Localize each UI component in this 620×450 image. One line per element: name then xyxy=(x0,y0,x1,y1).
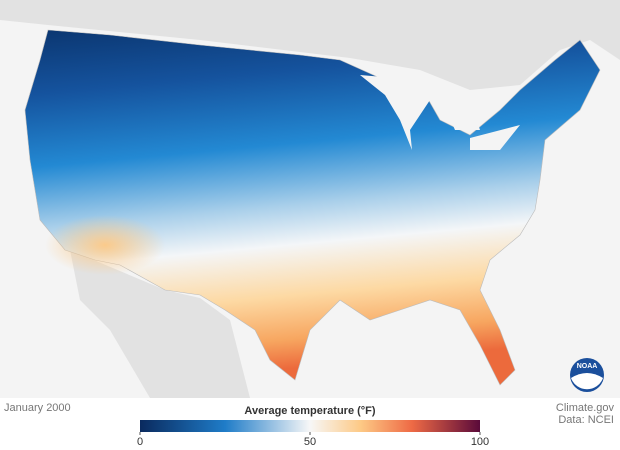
usa-temperature xyxy=(24,29,601,386)
legend-title: Average temperature (°F) xyxy=(244,405,375,417)
noaa-logo: NOAA xyxy=(570,358,604,392)
canada xyxy=(0,0,620,90)
great-lakes xyxy=(360,75,520,150)
credit: Climate.gov xyxy=(556,402,615,414)
source: Data: NCEI xyxy=(558,414,614,426)
logo-text: NOAA xyxy=(577,363,598,370)
southwest-warm xyxy=(45,215,165,275)
date: January 2000 xyxy=(4,402,71,414)
colorbar xyxy=(140,420,480,432)
logo-wave xyxy=(571,373,603,390)
tick-label: 50 xyxy=(304,436,316,448)
tick-label: 0 xyxy=(137,436,143,448)
mexico xyxy=(70,250,250,398)
tick-label: 100 xyxy=(471,436,489,448)
